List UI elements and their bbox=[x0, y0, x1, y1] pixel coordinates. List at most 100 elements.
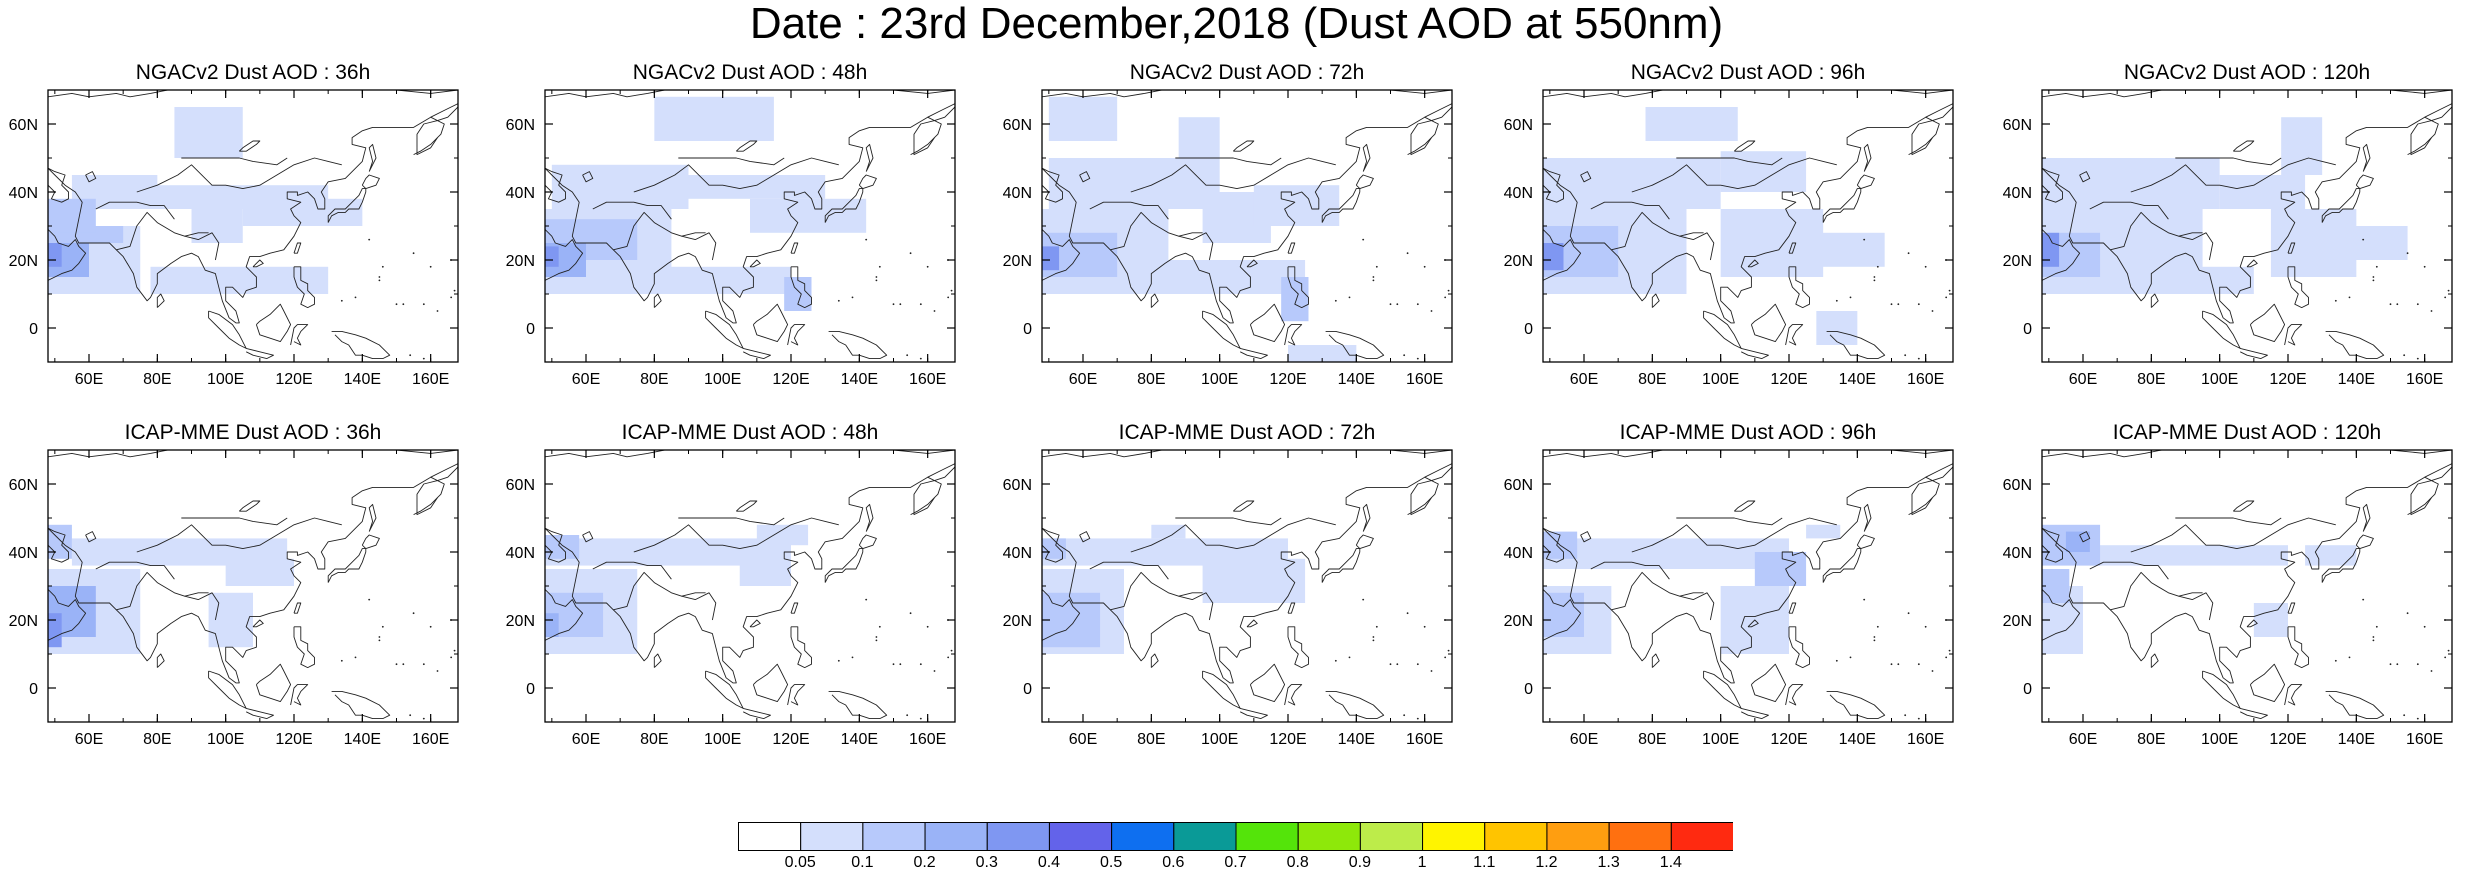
map-panel: ICAP-MME Dust AOD : 96h 60E 80E 100E 120E 140… bbox=[1493, 420, 1963, 755]
coastline bbox=[1543, 527, 1564, 563]
coastline bbox=[1543, 167, 1564, 203]
island bbox=[412, 612, 415, 615]
coastline bbox=[2284, 684, 2303, 706]
island bbox=[865, 598, 868, 601]
coastline bbox=[2287, 602, 2296, 614]
coastline bbox=[2042, 527, 2063, 563]
island bbox=[899, 303, 902, 306]
colorbar-swatches bbox=[738, 822, 1734, 851]
coastline bbox=[828, 690, 888, 720]
island bbox=[409, 714, 412, 717]
colorbar-label: 0.05 bbox=[784, 854, 816, 871]
coastline bbox=[1325, 330, 1385, 360]
island bbox=[2416, 303, 2419, 306]
coastline bbox=[1788, 602, 1797, 614]
lat-tick-label: 60N bbox=[1504, 117, 1533, 134]
map-panel: NGACv2 Dust AOD : 36h 60E 80E 100E 120E 140E 1… bbox=[0, 60, 468, 395]
colorbar: 0.05 0.1 0.2 0.3 0.4 0.5 0.6 0.7 0.8 0.9 1 1.1 1.2 1.… bbox=[738, 822, 1734, 874]
dust-aod-patch bbox=[48, 524, 72, 559]
dust-aod-patch bbox=[1543, 592, 1584, 637]
island bbox=[1863, 598, 1866, 601]
coastline bbox=[1362, 143, 1371, 172]
coastline bbox=[1590, 561, 1670, 580]
lon-tick-label: 140E bbox=[841, 371, 878, 388]
dust-aod-patch bbox=[2281, 117, 2323, 175]
coastline bbox=[293, 602, 302, 614]
coastline bbox=[255, 303, 292, 343]
coastline bbox=[1740, 347, 1769, 360]
dust-aod-patch bbox=[784, 277, 812, 311]
island bbox=[919, 717, 922, 720]
island bbox=[2348, 296, 2351, 299]
coastline bbox=[927, 463, 955, 478]
coastline bbox=[2175, 157, 2282, 166]
island bbox=[2434, 725, 2436, 727]
panel-title: NGACv2 Dust AOD : 120h bbox=[2123, 61, 2371, 84]
island bbox=[1935, 725, 1937, 727]
dust-aod-patch bbox=[2042, 232, 2060, 267]
island bbox=[2447, 289, 2450, 292]
coastline bbox=[293, 266, 315, 309]
map-panel: NGACv2 Dust AOD : 72h 60E 80E 100E 120E 140E 1… bbox=[992, 60, 1462, 395]
coastline bbox=[208, 310, 247, 349]
coastline bbox=[252, 619, 264, 628]
coastline bbox=[1543, 589, 1582, 641]
coastline bbox=[413, 137, 438, 156]
coastline bbox=[1150, 293, 1159, 308]
coastline bbox=[1733, 140, 1756, 152]
lon-tick-label: 140E bbox=[344, 371, 381, 388]
lon-tick-label: 120E bbox=[1770, 731, 1807, 748]
coastline bbox=[327, 188, 367, 223]
island bbox=[340, 659, 343, 662]
island bbox=[340, 299, 343, 302]
coastline bbox=[1651, 293, 1660, 308]
coastline bbox=[1785, 684, 1804, 706]
island bbox=[2396, 663, 2399, 666]
coastline bbox=[2042, 229, 2081, 281]
colorbar-label: 1.1 bbox=[1473, 854, 1496, 871]
island bbox=[381, 625, 384, 628]
island bbox=[1945, 656, 1948, 659]
island bbox=[2389, 663, 2392, 666]
island bbox=[2372, 636, 2375, 638]
island bbox=[1890, 303, 1893, 306]
coastline bbox=[85, 171, 97, 183]
island bbox=[1835, 299, 1838, 302]
dust-aod-patch bbox=[1806, 232, 1885, 267]
lon-tick-label: 140E bbox=[1338, 371, 1375, 388]
lat-tick-label: 40N bbox=[1003, 545, 1032, 562]
lon-tick-label: 140E bbox=[1839, 371, 1876, 388]
coastline bbox=[613, 211, 706, 251]
coastline bbox=[1089, 201, 1169, 220]
island bbox=[1396, 663, 1399, 666]
map-panel: NGACv2 Dust AOD : 48h 60E 80E 100E 120E 140E 1… bbox=[495, 60, 965, 395]
colorbar-swatch bbox=[1359, 822, 1424, 851]
island bbox=[1873, 639, 1876, 642]
page-title: Date : 23rd December,2018 (Dust AOD at 5… bbox=[749, 0, 1724, 48]
coastline bbox=[1543, 90, 1663, 98]
coastline bbox=[1249, 663, 1286, 703]
coastline bbox=[1651, 653, 1660, 668]
dust-aod-patch bbox=[150, 266, 329, 294]
coastline bbox=[1631, 157, 1837, 193]
dust-aod-patch bbox=[551, 164, 689, 209]
lon-tick-label: 80E bbox=[2137, 371, 2165, 388]
colorbar-label: 0.8 bbox=[1286, 854, 1309, 871]
lat-tick-label: 60N bbox=[1003, 117, 1032, 134]
island bbox=[1863, 238, 1866, 241]
coastline bbox=[1822, 188, 1862, 223]
coastline bbox=[1925, 103, 1953, 118]
island bbox=[1907, 252, 1910, 255]
coastline bbox=[633, 517, 839, 553]
coastline bbox=[1042, 167, 1063, 203]
panel-title: ICAP-MME Dust AOD : 36h bbox=[124, 421, 382, 444]
coastline bbox=[361, 534, 380, 550]
coastline bbox=[2362, 143, 2371, 172]
coastline bbox=[613, 571, 706, 611]
lon-tick-label: 160E bbox=[412, 371, 449, 388]
island bbox=[2416, 717, 2419, 720]
map-plot: 60E 80E 100E 120E 140E 160E 60N 40N 20N 0 bbox=[2003, 449, 2453, 748]
coastline bbox=[1611, 571, 1704, 611]
coastline bbox=[2079, 171, 2091, 183]
panel-title: NGACv2 Dust AOD : 96h bbox=[1630, 61, 1866, 84]
